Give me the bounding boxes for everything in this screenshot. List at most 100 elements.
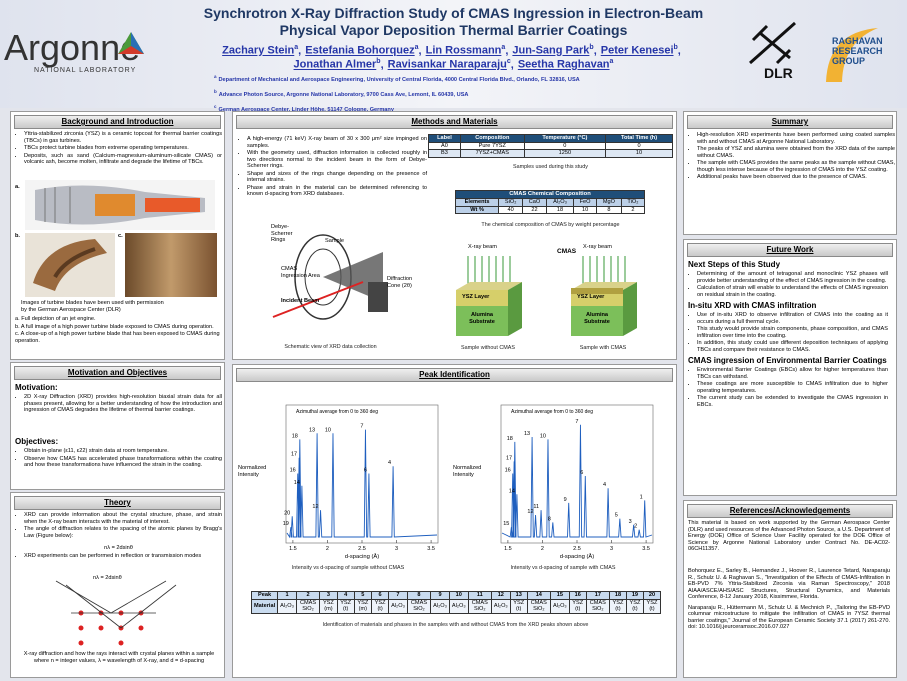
peak-label: 11 xyxy=(533,504,539,510)
figure-label: YSZ Layer xyxy=(462,294,490,300)
substrate xyxy=(456,306,508,336)
spectrum-line xyxy=(501,424,653,538)
section-heading: Background and Introduction xyxy=(14,115,221,129)
table-cell: Al₂O₃ xyxy=(549,598,570,614)
section-heading: Peak Identification xyxy=(236,368,673,382)
caption: Schematic view of XRD data collection xyxy=(284,344,377,350)
figure-label: YSZ Layer xyxy=(577,294,605,300)
sub-heading: Objectives: xyxy=(15,437,59,446)
figure-label: Alumina Substrate xyxy=(469,312,495,325)
note: b. A full image of a high power turbine … xyxy=(15,323,214,330)
table-cell: 15 xyxy=(549,591,570,600)
peak-label: 17 xyxy=(291,452,297,458)
peak-label: 10 xyxy=(540,433,546,439)
table-cell: 7YSZ+CMAS xyxy=(459,149,525,158)
table-cell: 2 xyxy=(295,591,321,600)
table-cell: B3 xyxy=(428,149,461,158)
schematic-figure xyxy=(272,234,388,320)
figure-label: b. xyxy=(15,233,20,239)
peak-label: 6 xyxy=(580,470,583,476)
peak-label: 14 xyxy=(294,480,300,486)
table-cell: 0 xyxy=(605,141,673,150)
composition-table: CMAS Chemical Composition Elements SiO₂ CaO… xyxy=(454,190,646,214)
table-cell: 11 xyxy=(467,591,492,600)
caption: X-ray diffraction and how the rays inter… xyxy=(23,651,215,664)
peak-label: 7 xyxy=(575,419,578,425)
bullet: Determining of the amount of tetragonal … xyxy=(697,271,888,284)
y-axis-label: Normalized Intensity xyxy=(238,465,267,478)
author-name: Lin Rossmann xyxy=(425,44,502,57)
figure-label: c. xyxy=(118,233,123,239)
section-heading: Motivation and Objectives xyxy=(14,366,221,380)
table-cell: CaO xyxy=(522,198,547,207)
author-name: Zachary Stein xyxy=(222,44,295,57)
table-cell: 10 xyxy=(448,591,469,600)
affil-mark: c xyxy=(214,103,217,109)
peak-label: 2 xyxy=(634,524,637,530)
table-cell: CMAS SiO₂ xyxy=(526,598,551,614)
bullets: Use of in-situ XRD to observe infiltrati… xyxy=(688,312,888,353)
bullets: Yttria-stabilized zirconia (YSZ) is a ce… xyxy=(15,131,222,167)
bullet: The current study can be extended to inv… xyxy=(697,395,888,408)
peak-label: 3 xyxy=(629,519,632,525)
equation: nλ = 2dsinθ xyxy=(104,545,133,551)
table-cell: Al₂O₃ xyxy=(430,598,450,614)
table-cell: 10 xyxy=(605,149,673,158)
figure-label: CMAS xyxy=(557,248,577,255)
table-row: B3 7YSZ+CMAS 1250 10 xyxy=(428,149,673,158)
table-cell: 12 xyxy=(490,591,511,600)
bullet: With the geometry used, diffraction info… xyxy=(247,150,427,170)
table-cell: MgO xyxy=(596,198,622,207)
reference: Naraparaju R., Hüttermann M., Schulz U. … xyxy=(688,604,890,631)
caption: Samples used during this study xyxy=(513,164,588,170)
section-heading: Summary xyxy=(687,115,893,129)
blade-photo xyxy=(25,233,115,297)
table-cell: YSZ (t) xyxy=(371,598,390,614)
bullet: Deposits, such as sand (Calcium-magnesiu… xyxy=(24,153,222,166)
bullet: Observe how CMAS has accelerated phase t… xyxy=(24,456,222,469)
header: Synchrotron X-Ray Diffraction Study of C… xyxy=(0,0,907,113)
table-cell: Al₂O₃ xyxy=(490,598,511,614)
affiliation: cGerman Aerospace Center, Linder Höhe, 5… xyxy=(214,101,734,116)
peak-label: 18 xyxy=(507,436,513,442)
peak-label: 12 xyxy=(527,509,533,515)
section-heading: Future Work xyxy=(687,243,893,257)
table-title: CMAS Chemical Composition xyxy=(455,190,645,198)
table: Label Composition Temperature (°C) Total Ti… xyxy=(428,134,673,158)
section-heading: References/Acknowledgements xyxy=(687,504,893,518)
separator: , xyxy=(418,44,422,57)
separator: , xyxy=(677,44,681,57)
peak-label: 5 xyxy=(615,513,618,519)
x-tick-label: 2.5 xyxy=(573,546,581,552)
x-tick-label: 3.5 xyxy=(642,546,650,552)
table-cell: YSZ (t) xyxy=(509,598,528,614)
bullet: XRD can provide information about the cr… xyxy=(24,512,222,525)
future-section: Future Work Next Steps of this Study Dete… xyxy=(683,239,897,496)
table-cell: SiO₂ xyxy=(498,198,524,207)
table-cell: CMAS SiO₂ xyxy=(295,598,321,614)
author-name: Peter Kenesei xyxy=(600,44,674,57)
peak-label: 18 xyxy=(292,433,298,439)
authors: Zachary Steina, Estefania Bohorqueza, Lin … xyxy=(0,41,907,58)
section-heading: Theory xyxy=(14,496,221,510)
bullet: Environmental Barrier Coatings (EBCs) al… xyxy=(697,367,888,380)
title: Synchrotron X-Ray Diffraction Study of C… xyxy=(0,5,907,39)
plot-frame xyxy=(285,404,439,544)
figure-equation: nλ = 2dsinθ xyxy=(93,575,122,581)
peak-label: 13 xyxy=(309,427,315,433)
substrate xyxy=(571,306,623,336)
table-cell: Label xyxy=(428,134,461,143)
peak-label: 4 xyxy=(388,460,391,466)
table-cell: 10 xyxy=(573,205,598,214)
block-top xyxy=(456,282,522,290)
figure-label: a. xyxy=(15,184,20,190)
x-tick-label: 2 xyxy=(326,546,329,552)
bullet: Use of in-situ XRD to observe infiltrati… xyxy=(697,312,888,325)
sub-heading: In-situ XRD with CMAS infiltration xyxy=(688,301,817,310)
peak-label: 8 xyxy=(548,516,551,522)
peak-label: 4 xyxy=(603,482,606,488)
author-name: Jonathan Almer xyxy=(293,58,377,71)
logo-dlr-mark xyxy=(749,21,796,65)
bullet: TBCs protect turbine blades from extreme… xyxy=(24,145,222,152)
table-cell: 18 xyxy=(608,591,627,600)
